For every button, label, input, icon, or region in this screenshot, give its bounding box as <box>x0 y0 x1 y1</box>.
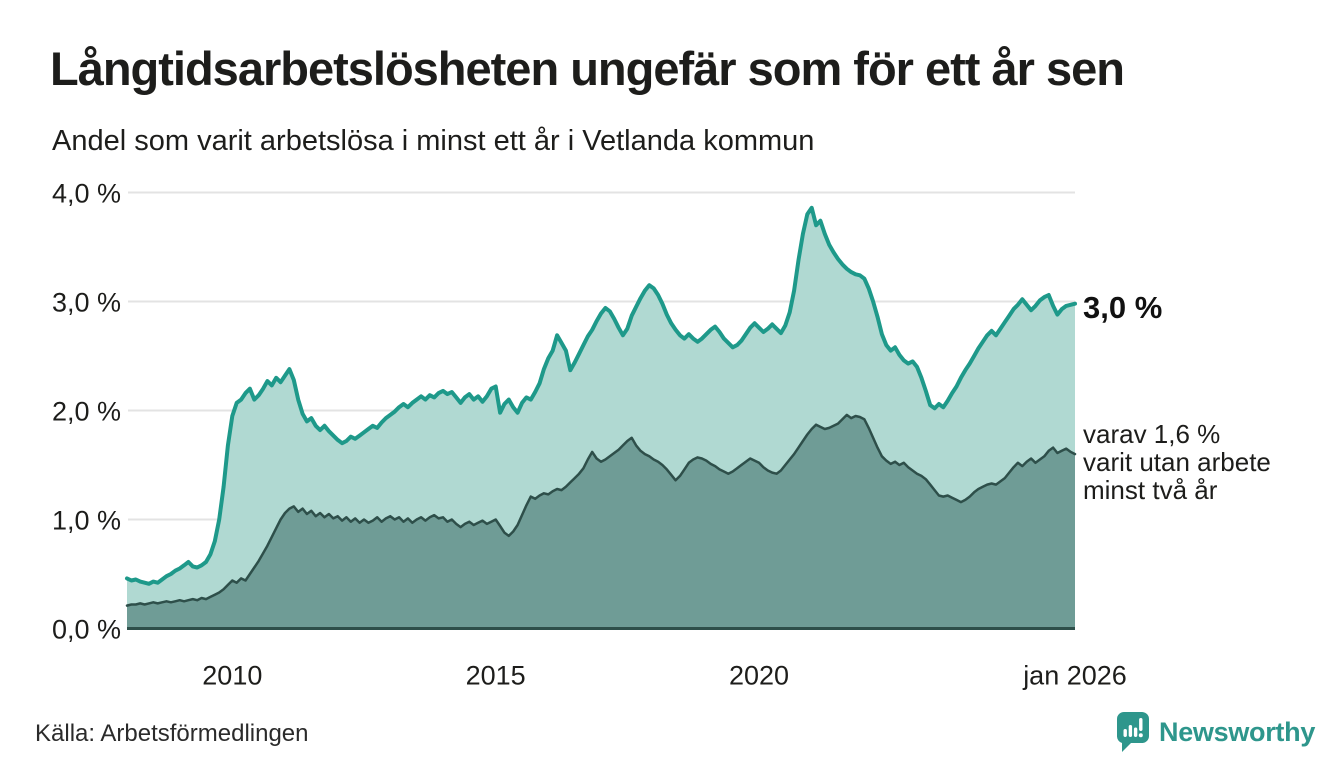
y-tick-label: 0,0 % <box>52 615 121 645</box>
page-title: Långtidsarbetslösheten ungefär som för e… <box>50 42 1125 95</box>
x-tick-label: 2020 <box>729 661 789 691</box>
page-subtitle: Andel som varit arbetslösa i minst ett å… <box>52 125 815 157</box>
newsworthy-wordmark: Newsworthy <box>1159 717 1316 747</box>
x-tick-label: 2010 <box>202 661 262 691</box>
line-series-0 <box>125 205 1077 586</box>
newsworthy-logo: Newsworthy <box>1117 712 1315 753</box>
source-label: Källa: Arbetsförmedlingen <box>35 720 309 747</box>
y-tick-label: 2,0 % <box>52 397 121 427</box>
newsworthy-icon <box>1117 712 1149 752</box>
y-tick-label: 4,0 % <box>52 179 121 209</box>
x-tick-label: 2015 <box>466 661 526 691</box>
area-series-1 <box>127 414 1075 629</box>
y-tick-label: 1,0 % <box>52 506 121 536</box>
annotation-latest-value: 3,0 % <box>1083 290 1163 325</box>
line-series-1 <box>125 413 1077 607</box>
y-tick-label: 3,0 % <box>52 288 121 318</box>
annotation-secondary-series: varav 1,6 % varit utan arbete minst två … <box>1083 419 1271 505</box>
x-tick-label: jan 2026 <box>1022 661 1127 691</box>
